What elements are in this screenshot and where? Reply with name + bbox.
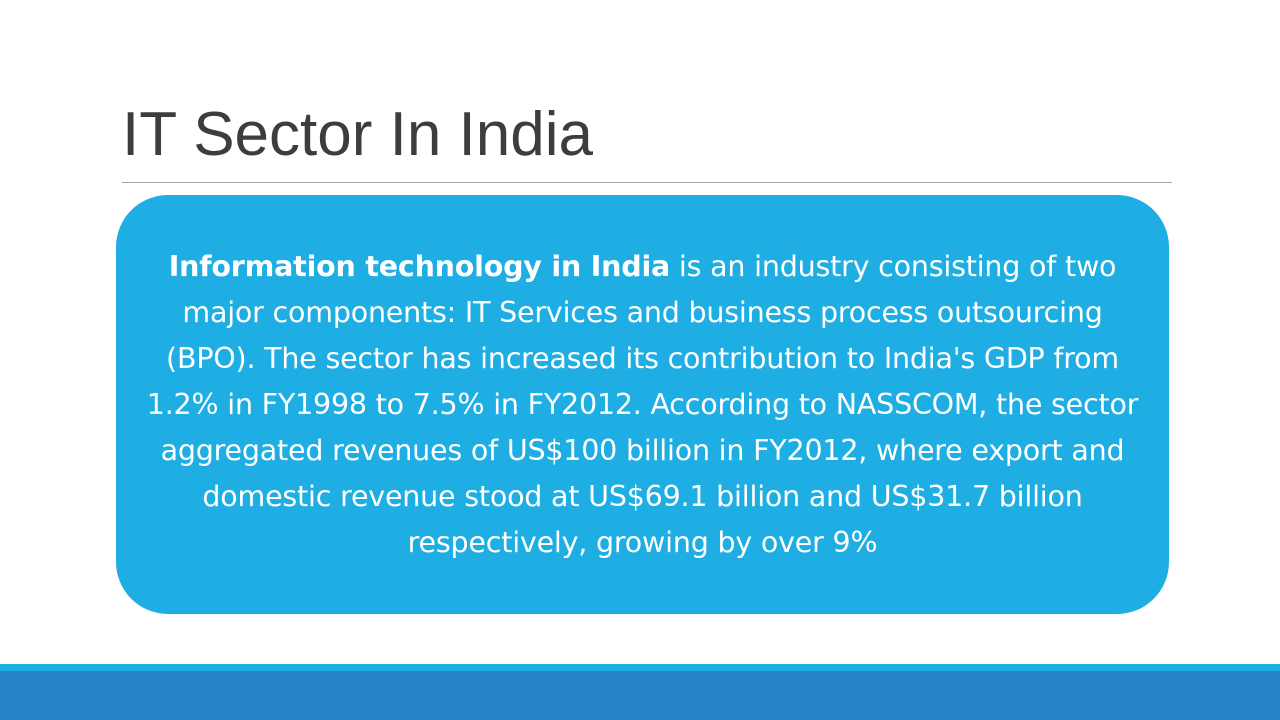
footer-accent-stripe [0,664,1280,671]
content-paragraph: Information technology in India is an in… [146,244,1139,566]
content-lead-text: Information technology in India [168,249,671,283]
content-box: Information technology in India is an in… [116,195,1169,614]
content-body-text: is an industry consisting of two major c… [146,249,1139,559]
title-divider [122,182,1172,183]
slide-title: IT Sector In India [122,100,593,169]
footer-bar [0,671,1280,720]
